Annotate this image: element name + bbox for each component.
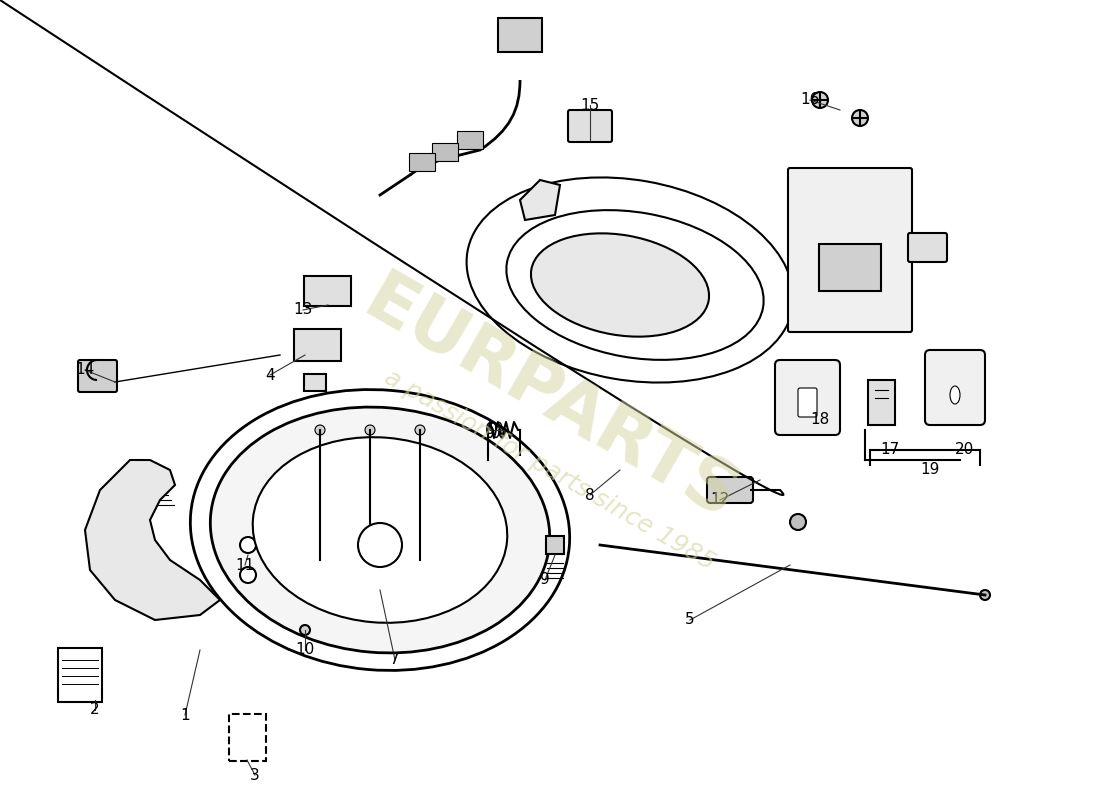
Circle shape [790,514,806,530]
Text: a passion for parts since 1985: a passion for parts since 1985 [381,365,719,575]
FancyBboxPatch shape [908,233,947,262]
Ellipse shape [253,437,507,623]
PathPatch shape [85,460,220,620]
Text: 4: 4 [265,367,275,382]
Circle shape [415,425,425,435]
Circle shape [365,425,375,435]
FancyBboxPatch shape [788,168,912,332]
PathPatch shape [868,380,895,425]
FancyBboxPatch shape [78,360,117,392]
Circle shape [812,92,828,108]
Text: 17: 17 [880,442,900,458]
Text: 1: 1 [180,707,190,722]
Text: 6: 6 [485,422,495,438]
Text: 3: 3 [250,767,260,782]
Ellipse shape [210,407,550,653]
FancyBboxPatch shape [707,477,754,503]
PathPatch shape [520,180,560,220]
FancyBboxPatch shape [546,536,564,554]
FancyBboxPatch shape [820,244,881,291]
Text: 8: 8 [585,487,595,502]
Circle shape [358,523,402,567]
FancyBboxPatch shape [432,143,458,161]
FancyBboxPatch shape [568,110,612,142]
FancyBboxPatch shape [409,153,434,171]
Circle shape [240,567,256,583]
FancyBboxPatch shape [925,350,985,425]
Circle shape [852,110,868,126]
Text: 10: 10 [296,642,315,658]
Text: 15: 15 [581,98,600,113]
Text: EURPARTS: EURPARTS [351,266,749,534]
Text: 2: 2 [90,702,100,718]
Text: 11: 11 [235,558,254,573]
Text: 18: 18 [811,413,829,427]
FancyBboxPatch shape [304,374,326,391]
Text: 7: 7 [390,653,399,667]
Text: 16: 16 [801,93,820,107]
FancyBboxPatch shape [798,388,817,417]
Text: 13: 13 [294,302,312,318]
Ellipse shape [531,234,710,337]
FancyBboxPatch shape [498,18,542,52]
Text: 19: 19 [921,462,939,478]
Text: 9: 9 [540,573,550,587]
Text: 12: 12 [711,493,729,507]
Ellipse shape [950,386,960,404]
Text: 20: 20 [956,442,975,458]
Circle shape [240,537,256,553]
Text: 14: 14 [76,362,95,378]
FancyBboxPatch shape [304,276,351,306]
Circle shape [300,625,310,635]
FancyBboxPatch shape [776,360,840,435]
FancyBboxPatch shape [294,329,341,361]
FancyBboxPatch shape [456,131,483,149]
Circle shape [980,590,990,600]
Circle shape [315,425,324,435]
Text: 5: 5 [685,613,695,627]
